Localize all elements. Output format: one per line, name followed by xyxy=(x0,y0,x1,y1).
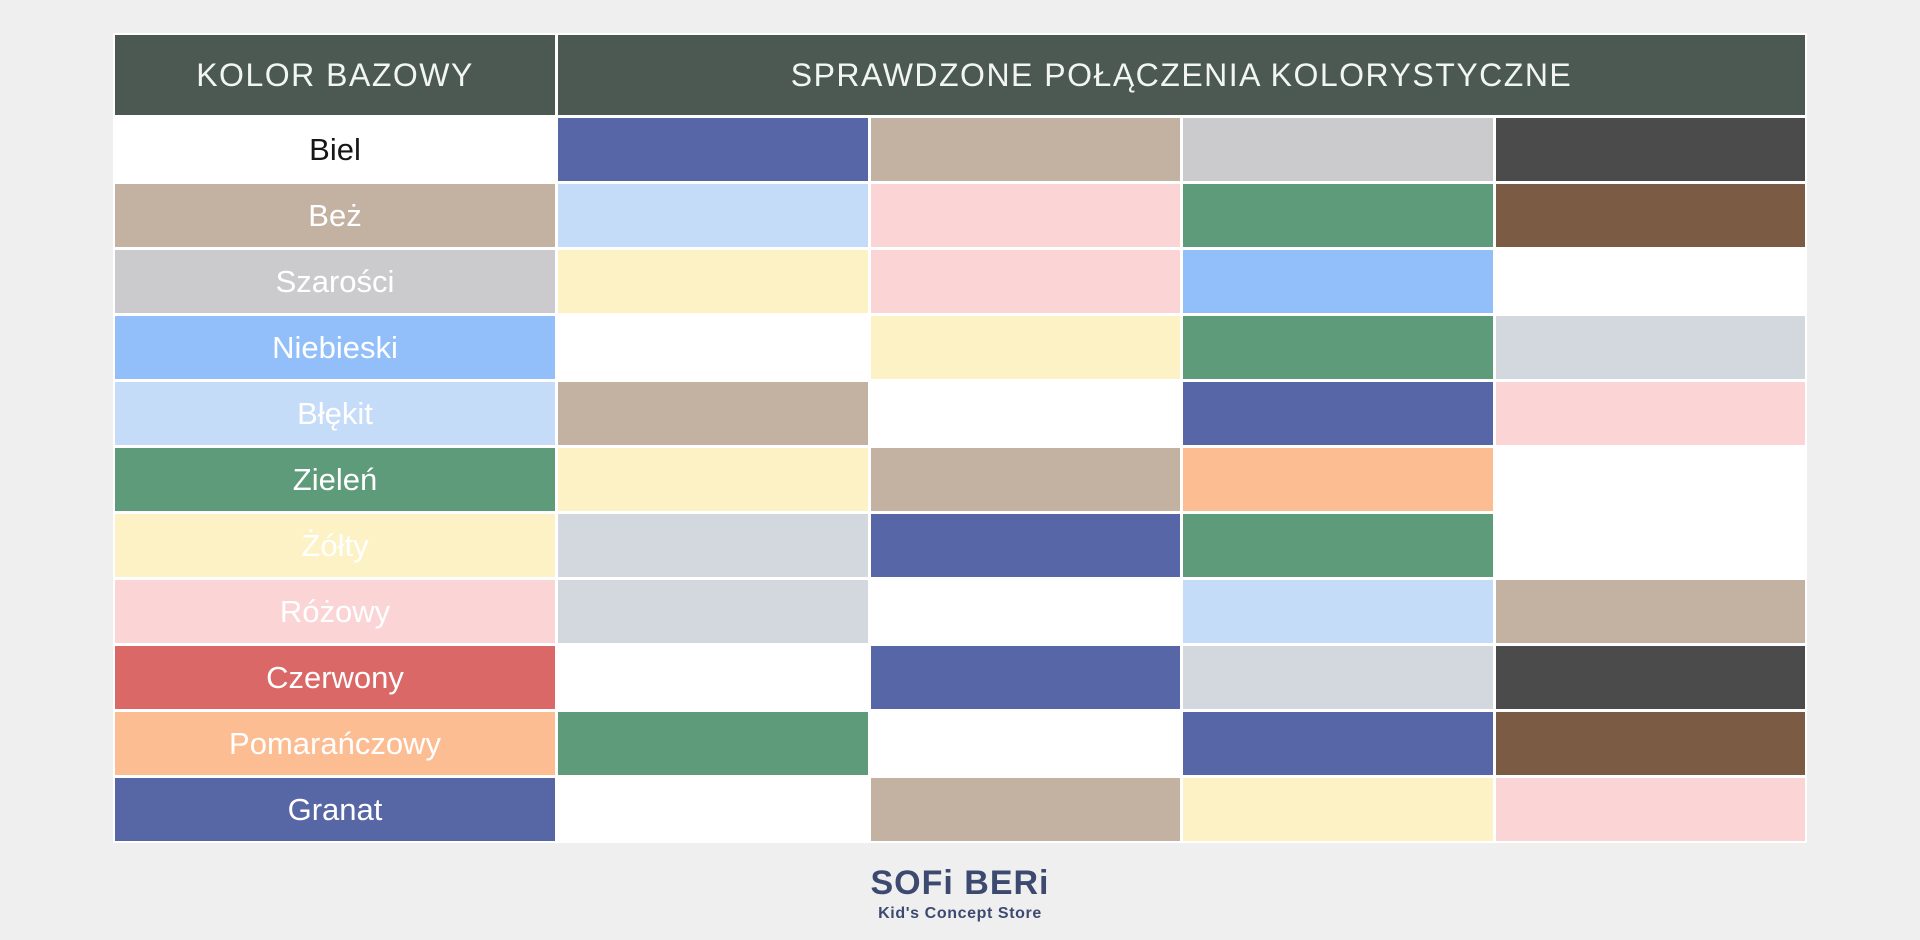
combo-swatch-1 xyxy=(558,382,868,445)
base-color-cell: Niebieski xyxy=(115,316,555,379)
combo-swatch-1 xyxy=(558,316,868,379)
table-row: Beż xyxy=(115,184,1805,247)
combo-swatch-3 xyxy=(1183,712,1493,775)
header-color-combinations: SPRAWDZONE POŁĄCZENIA KOLORYSTYCZNE xyxy=(558,35,1805,115)
combo-swatch-3 xyxy=(1183,778,1493,841)
combo-swatch-1 xyxy=(558,580,868,643)
combo-swatch-1 xyxy=(558,514,868,577)
combo-swatch-2 xyxy=(870,382,1180,445)
combo-swatch-3 xyxy=(1183,382,1493,445)
combo-swatch-2 xyxy=(870,250,1180,313)
combo-swatch-2 xyxy=(870,184,1180,247)
table-row: Biel xyxy=(115,118,1805,181)
color-combinations-table: KOLOR BAZOWY SPRAWDZONE POŁĄCZENIA KOLOR… xyxy=(113,33,1807,843)
table-row: Różowy xyxy=(115,580,1805,643)
base-color-cell: Błękit xyxy=(115,382,555,445)
combo-swatch-4 xyxy=(1495,118,1805,181)
base-color-cell: Granat xyxy=(115,778,555,841)
combo-swatch-2 xyxy=(870,778,1180,841)
table-row: Pomarańczowy xyxy=(115,712,1805,775)
combo-swatch-4 xyxy=(1495,514,1805,577)
base-color-cell: Beż xyxy=(115,184,555,247)
combo-swatch-2 xyxy=(870,646,1180,709)
combo-swatch-1 xyxy=(558,184,868,247)
combo-swatch-3 xyxy=(1183,448,1493,511)
base-color-cell: Czerwony xyxy=(115,646,555,709)
footer-logo: SOFi BERi Kid's Concept Store xyxy=(0,864,1920,923)
base-color-cell: Szarości xyxy=(115,250,555,313)
table-row: Czerwony xyxy=(115,646,1805,709)
combo-swatch-3 xyxy=(1183,514,1493,577)
combo-swatch-4 xyxy=(1495,778,1805,841)
base-color-cell: Pomarańczowy xyxy=(115,712,555,775)
table-row: Żółty xyxy=(115,514,1805,577)
combo-swatch-2 xyxy=(870,118,1180,181)
combo-swatch-2 xyxy=(870,712,1180,775)
combo-swatch-4 xyxy=(1495,448,1805,511)
combo-swatch-2 xyxy=(870,448,1180,511)
table-row: Szarości xyxy=(115,250,1805,313)
combo-swatch-3 xyxy=(1183,580,1493,643)
combo-swatch-1 xyxy=(558,448,868,511)
combo-swatch-4 xyxy=(1495,646,1805,709)
table-row: Granat xyxy=(115,778,1805,841)
combo-swatch-1 xyxy=(558,118,868,181)
combo-swatch-3 xyxy=(1183,184,1493,247)
brand-name: SOFi BERi xyxy=(870,864,1050,902)
combo-swatch-2 xyxy=(870,514,1180,577)
table-header-row: KOLOR BAZOWY SPRAWDZONE POŁĄCZENIA KOLOR… xyxy=(115,35,1805,115)
combo-swatch-4 xyxy=(1495,250,1805,313)
combo-swatch-4 xyxy=(1495,580,1805,643)
base-color-cell: Biel xyxy=(115,118,555,181)
table-row: Błękit xyxy=(115,382,1805,445)
base-color-cell: Żółty xyxy=(115,514,555,577)
header-base-color: KOLOR BAZOWY xyxy=(115,35,555,115)
combo-swatch-3 xyxy=(1183,118,1493,181)
combo-swatch-2 xyxy=(870,316,1180,379)
base-color-cell: Zieleń xyxy=(115,448,555,511)
combo-swatch-4 xyxy=(1495,316,1805,379)
table-row: Zieleń xyxy=(115,448,1805,511)
combo-swatch-3 xyxy=(1183,250,1493,313)
base-color-cell: Różowy xyxy=(115,580,555,643)
combo-swatch-3 xyxy=(1183,316,1493,379)
table-rows: Biel Beż Szarości Niebieski Błękit Zieleń Żółt… xyxy=(115,118,1805,841)
combo-swatch-3 xyxy=(1183,646,1493,709)
combo-swatch-1 xyxy=(558,250,868,313)
combo-swatch-4 xyxy=(1495,382,1805,445)
combo-swatch-1 xyxy=(558,778,868,841)
combo-swatch-4 xyxy=(1495,184,1805,247)
combo-swatch-1 xyxy=(558,712,868,775)
table-row: Niebieski xyxy=(115,316,1805,379)
combo-swatch-2 xyxy=(870,580,1180,643)
combo-swatch-1 xyxy=(558,646,868,709)
combo-swatch-4 xyxy=(1495,712,1805,775)
brand-tagline: Kid's Concept Store xyxy=(878,905,1042,922)
